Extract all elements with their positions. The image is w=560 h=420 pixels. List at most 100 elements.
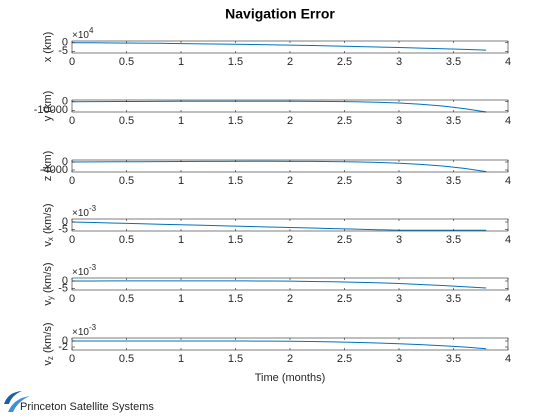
exponent-label: ×10-3 [72, 263, 97, 278]
x-tick-label: 4 [505, 115, 511, 127]
x-tick-label: 0 [69, 234, 75, 246]
y-axis-label: vz (km/s) [42, 322, 55, 365]
logo-swoosh [8, 396, 30, 412]
x-tick-label: 1.5 [228, 56, 243, 68]
data-line [72, 340, 487, 350]
exponent-label: ×10-3 [72, 204, 97, 219]
x-tick-label: 3.5 [446, 56, 461, 68]
y-tick-label: -10000 [34, 104, 68, 116]
y-label-rest: (km/s) [42, 262, 54, 296]
x-tick-label: 4 [505, 353, 511, 365]
exponent-base: ×10 [72, 30, 89, 41]
y-axis-label: vx (km/s) [42, 203, 55, 246]
x-tick-label: 3 [396, 115, 402, 127]
x-tick-label: 2 [287, 56, 293, 68]
x-tick-label: 1 [178, 293, 184, 305]
x-tick-label: 3 [396, 56, 402, 68]
x-tick-label: 0 [69, 353, 75, 365]
x-tick-label: 2.5 [337, 175, 352, 187]
x-tick-label: 0.5 [119, 293, 134, 305]
x-tick-label: 4 [505, 56, 511, 68]
x-tick-label: 3 [396, 353, 402, 365]
x-tick-label: 3.5 [446, 115, 461, 127]
y-label-base: v [42, 300, 54, 306]
y-axis-label: vy (km/s) [42, 262, 55, 305]
y-tick-label: -5 [58, 282, 68, 294]
x-tick-label: 0.5 [119, 234, 134, 246]
y-tick-label: 0 [62, 216, 68, 228]
x-tick-label: 4 [505, 234, 511, 246]
y-tick-label: 0 [62, 37, 68, 49]
x-tick-label: 2 [287, 234, 293, 246]
data-line [71, 100, 487, 113]
data-line [71, 221, 487, 231]
logo-swoosh [4, 391, 22, 404]
x-tick-label: 3.5 [446, 175, 461, 187]
data-line [72, 280, 487, 289]
x-tick-label: 2.5 [337, 234, 352, 246]
exponent-label: ×104 [72, 26, 94, 41]
y-label-sub: z [46, 356, 55, 360]
x-tick-label: 0 [69, 293, 75, 305]
y-axis-label: x (km) [42, 32, 54, 63]
x-tick-label: 2.5 [337, 56, 352, 68]
x-tick-label: 0 [69, 175, 75, 187]
y-tick-label: 0 [62, 335, 68, 347]
x-tick-label: 1 [178, 353, 184, 365]
x-tick-label: 3 [396, 293, 402, 305]
x-tick-label: 3.5 [446, 353, 461, 365]
x-axis-label: Time (months) [255, 372, 326, 384]
y-tick-label: -5 [58, 223, 68, 235]
y-tick-label: -2 [58, 341, 68, 353]
x-tick-label: 2 [287, 353, 293, 365]
exponent-base: ×10 [72, 208, 89, 219]
x-tick-label: 4 [505, 293, 511, 305]
y-tick-label: 0 [62, 156, 68, 168]
x-tick-label: 1.5 [228, 293, 243, 305]
plot-area [72, 219, 508, 231]
x-tick-label: 1 [178, 175, 184, 187]
logo: Princeton Satellite Systems [4, 391, 154, 413]
figure-title: Navigation Error [225, 6, 335, 22]
exponent-base: ×10 [72, 327, 89, 338]
y-label-rest: (km/s) [42, 203, 54, 237]
x-tick-label: 1.5 [228, 353, 243, 365]
y-label-sub: x [46, 237, 55, 241]
y-label-rest: (km/s) [42, 322, 54, 356]
x-tick-label: 2.5 [337, 293, 352, 305]
y-axis-label: y (km) [42, 91, 54, 122]
y-tick-label: 0 [62, 96, 68, 108]
x-tick-label: 2.5 [337, 353, 352, 365]
x-tick-label: 1 [178, 56, 184, 68]
x-tick-label: 1.5 [228, 234, 243, 246]
x-tick-label: 0.5 [119, 56, 134, 68]
x-tick-label: 0 [69, 56, 75, 68]
x-tick-label: 1.5 [228, 115, 243, 127]
y-tick-label: -4000 [40, 164, 68, 176]
logo-text: Princeton Satellite Systems [20, 401, 154, 413]
x-tick-label: 2 [287, 115, 293, 127]
x-tick-label: 3 [396, 175, 402, 187]
data-line [71, 160, 487, 173]
y-tick-label: -5 [58, 45, 68, 57]
y-tick-label: 0 [62, 275, 68, 287]
x-tick-label: 2 [287, 175, 293, 187]
x-tick-label: 2.5 [337, 115, 352, 127]
x-tick-label: 3.5 [446, 234, 461, 246]
x-tick-label: 1 [178, 115, 184, 127]
x-tick-label: 0.5 [119, 115, 134, 127]
x-tick-label: 2 [287, 293, 293, 305]
exponent-label: ×10-3 [72, 323, 97, 338]
y-axis-label: z (km) [42, 151, 54, 182]
x-tick-label: 3.5 [446, 293, 461, 305]
x-tick-label: 0.5 [119, 353, 134, 365]
x-tick-label: 3 [396, 234, 402, 246]
exponent-power: -3 [89, 323, 97, 332]
x-tick-label: 0.5 [119, 175, 134, 187]
x-tick-label: 0 [69, 115, 75, 127]
y-label-sub: y [46, 296, 55, 300]
exponent-power: 4 [89, 26, 94, 35]
exponent-power: -3 [89, 204, 97, 213]
exponent-power: -3 [89, 263, 97, 272]
